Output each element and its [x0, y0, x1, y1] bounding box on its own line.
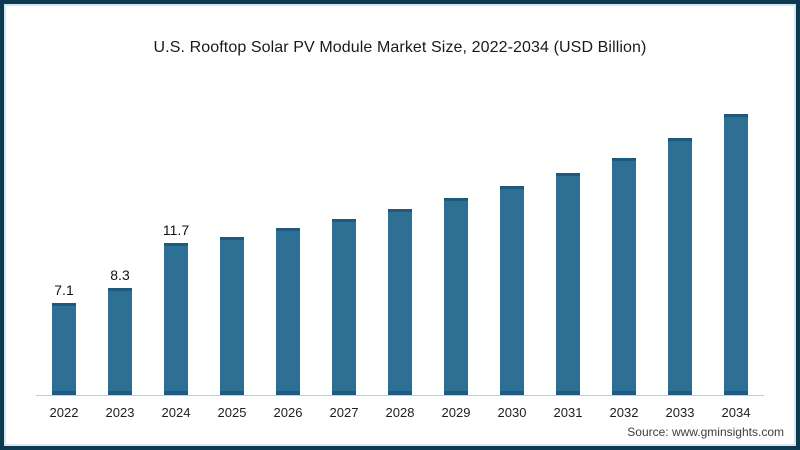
x-axis-label-2033: 2033 — [665, 405, 695, 420]
bar-value-label-2024: 11.7 — [162, 222, 190, 238]
bar-column-2024: 11.7 — [148, 76, 204, 396]
x-axis-label-2024: 2024 — [161, 405, 191, 420]
bar-column-2027 — [316, 76, 372, 396]
bar-column-2033 — [652, 76, 708, 396]
chart-canvas: U.S. Rooftop Solar PV Module Market Size… — [4, 4, 796, 446]
bar-2025 — [220, 237, 244, 396]
x-axis-label-2034: 2034 — [721, 405, 751, 420]
x-axis-label-2026: 2026 — [273, 405, 303, 420]
x-axis-label-2023: 2023 — [105, 405, 135, 420]
bar-value-label-2023: 8.3 — [110, 267, 130, 283]
bar-2034 — [724, 114, 748, 396]
bar-2026 — [276, 228, 300, 396]
x-axis-label-2030: 2030 — [497, 405, 527, 420]
chart-title: U.S. Rooftop Solar PV Module Market Size… — [153, 39, 647, 56]
bar-column-2032 — [596, 76, 652, 396]
bar-column-2028 — [372, 76, 428, 396]
plot-area: 7.1 8.3 11.7 2022 2023 2024 2025 2026 2027 2028 2… — [36, 76, 764, 420]
bar-2030 — [500, 186, 524, 396]
bar-column-2026 — [260, 76, 316, 396]
bar-2033 — [668, 138, 692, 396]
x-axis-label-2031: 2031 — [553, 405, 583, 420]
x-axis-label-2029: 2029 — [441, 405, 471, 420]
bar-2022 — [52, 303, 76, 396]
bars-container: 7.1 8.3 11.7 — [36, 76, 764, 396]
bar-column-2029 — [428, 76, 484, 396]
bar-column-2023: 8.3 — [92, 76, 148, 396]
x-axis-label-2032: 2032 — [609, 405, 639, 420]
bar-column-2025 — [204, 76, 260, 396]
bar-column-2034 — [708, 76, 764, 396]
bar-2032 — [612, 158, 636, 396]
x-axis-label-2025: 2025 — [217, 405, 247, 420]
bar-column-2031 — [540, 76, 596, 396]
x-axis-label-2027: 2027 — [329, 405, 359, 420]
bar-column-2022: 7.1 — [36, 76, 92, 396]
bar-2024 — [164, 243, 188, 396]
x-axis-line — [36, 395, 764, 396]
x-axis-label-2028: 2028 — [385, 405, 415, 420]
x-axis-label-2022: 2022 — [49, 405, 79, 420]
bar-2027 — [332, 219, 356, 396]
bar-2029 — [444, 198, 468, 396]
bar-2028 — [388, 209, 412, 396]
bar-value-label-2022: 7.1 — [54, 282, 74, 298]
bar-2031 — [556, 173, 580, 396]
bar-2023 — [108, 288, 132, 396]
source-attribution: Source: www.gminsights.com — [627, 425, 784, 439]
bar-column-2030 — [484, 76, 540, 396]
x-axis-labels: 2022 2023 2024 2025 2026 2027 2028 2029 2030 2031… — [36, 396, 764, 420]
